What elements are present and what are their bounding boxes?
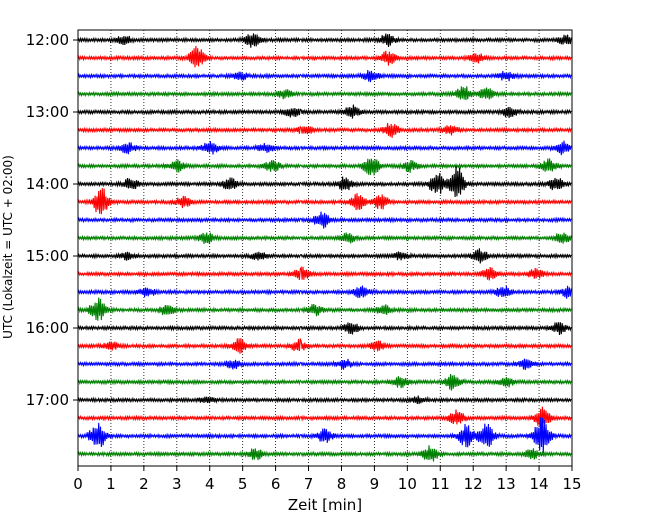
x-tick-label: 12: [464, 475, 483, 493]
y-axis: 12:00 13:00 14:00 15:00 16:00 17:00: [26, 31, 78, 409]
trace-line: [77, 265, 572, 281]
x-tick-label: 5: [238, 475, 248, 493]
trace-line: [77, 297, 572, 321]
x-tick-label: 2: [139, 475, 149, 493]
trace-line: [77, 406, 572, 428]
x-tick-label: 10: [398, 475, 417, 493]
y-tick-label: 17:00: [26, 391, 69, 409]
trace-line: [77, 211, 572, 229]
trace-line: [77, 248, 572, 264]
trace-line: [77, 158, 572, 176]
y-tick-label: 13:00: [26, 103, 69, 121]
trace-line: [77, 285, 572, 299]
y-tick-label: 16:00: [26, 319, 69, 337]
trace-line: [77, 232, 572, 245]
y-tick-label: 14:00: [26, 175, 69, 193]
trace-line: [77, 33, 572, 48]
x-tick-label: 14: [530, 475, 549, 493]
x-tick-label: 1: [106, 475, 116, 493]
y-tick-label: 15:00: [26, 247, 69, 265]
x-tick-label: 7: [304, 475, 314, 493]
x-tick-label: 0: [73, 475, 83, 493]
y-tick-label: 12:00: [26, 31, 69, 49]
x-axis-label: Zeit [min]: [288, 496, 362, 514]
x-axis: 0 1 2 3 4 5 6 7 8 9 10 11 12 13 14 15: [73, 466, 582, 493]
trace-line: [77, 140, 572, 156]
grid-lines: [110, 30, 540, 466]
y-axis-label: UTC (Lokalzeit = UTC + 02:00): [1, 155, 15, 339]
x-tick-label: 15: [562, 475, 581, 493]
trace-line: [77, 358, 572, 370]
trace-line: [77, 445, 572, 462]
trace-line: [77, 395, 572, 405]
trace-line: [77, 70, 572, 83]
trace-line: [77, 417, 572, 454]
trace-line: [77, 86, 572, 101]
trace-line: [77, 322, 572, 336]
x-tick-label: 11: [431, 475, 450, 493]
seismic-traces: [77, 33, 572, 462]
trace-line: [77, 45, 572, 68]
trace-line: [77, 123, 572, 138]
trace-line: [77, 337, 572, 354]
x-tick-label: 8: [337, 475, 347, 493]
trace-line: [77, 373, 572, 391]
x-tick-label: 9: [370, 475, 380, 493]
x-tick-label: 3: [172, 475, 182, 493]
x-tick-label: 4: [205, 475, 215, 493]
trace-line: [77, 188, 572, 215]
x-tick-label: 13: [497, 475, 516, 493]
trace-line: [77, 104, 572, 119]
x-tick-label: 6: [271, 475, 281, 493]
plot-frame: [77, 29, 573, 467]
trace-line: [77, 166, 572, 198]
